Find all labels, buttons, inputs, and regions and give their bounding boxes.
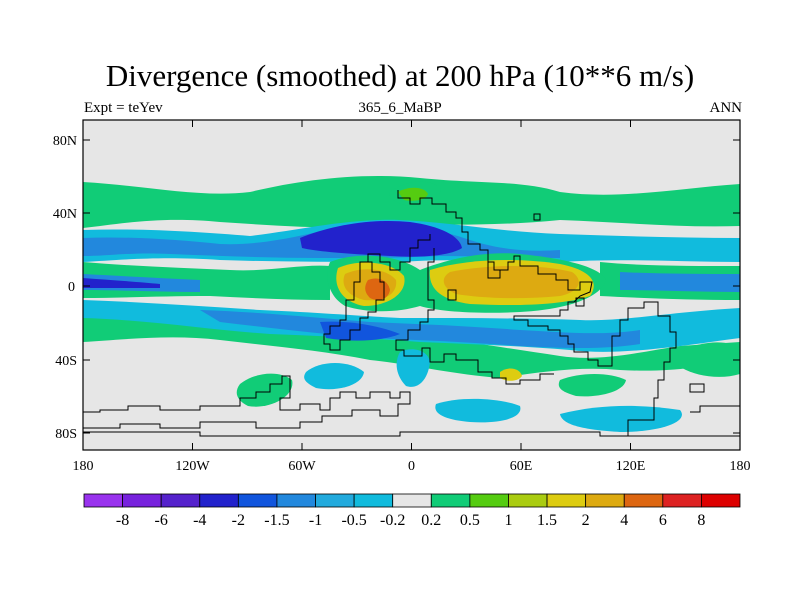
- colorbar-swatch-7: [353, 493, 394, 508]
- colorbar-label-0: -8: [116, 512, 129, 529]
- colorbar-label-6: -0.5: [341, 512, 366, 529]
- colorbar: -8 -6 -4 -2 -1.5 -1 -0.5 -0.2 0.2 0.5 1 1.5 2 4 6 8: [83, 493, 741, 529]
- contour-lime-nafrica-patch: [398, 187, 428, 201]
- contour-green-south-midpatch: [558, 374, 626, 397]
- coastline-antarctica-east: [690, 405, 740, 413]
- colorbar-swatch-11: [508, 493, 548, 508]
- coastline-south-america: [323, 261, 385, 351]
- colorbar-swatch-4: [237, 493, 278, 508]
- colorbar-label-12: 2: [582, 512, 590, 529]
- colorbar-label-7: -0.2: [380, 512, 405, 529]
- coastline-island-madagascar: [575, 297, 585, 307]
- contour-cyan-antarctic-east: [560, 405, 682, 432]
- lat-label-40n: 40N: [53, 207, 77, 222]
- colorbar-label-8: 0.2: [421, 512, 441, 529]
- lon-label-180-west: 180: [73, 459, 94, 474]
- contour-navy-equatorial-west: [83, 278, 160, 288]
- axis-ticks: [82, 120, 741, 450]
- coastline-island-north: [533, 213, 541, 221]
- lon-label-60e: 60E: [510, 459, 533, 474]
- lon-label-60w: 60W: [288, 459, 316, 474]
- coastline-island-newzealand: [689, 383, 705, 393]
- colorbar-swatch-1: [122, 493, 162, 508]
- coastline-north-america: [359, 234, 431, 271]
- coastline-antarctica-south: [83, 431, 740, 437]
- lon-label-120e: 120E: [616, 459, 646, 474]
- coastline-india-peninsula: [487, 262, 508, 279]
- colorbar-swatch-14: [623, 493, 664, 508]
- colorbar-label-9: 0.5: [460, 512, 480, 529]
- coastline-island-arabia: [447, 289, 457, 301]
- colorbar-label-3: -2: [232, 512, 245, 529]
- contour-cyan-southern-ocean: [435, 398, 521, 423]
- coastline-antarctica-west: [83, 375, 411, 429]
- colorbar-swatch-9: [430, 493, 471, 508]
- colorbar-swatch-16: [701, 493, 741, 508]
- colorbar-swatch-2: [160, 493, 201, 508]
- colorbar-label-14: 6: [659, 512, 667, 529]
- contour-cyan-sat-south: [396, 349, 430, 387]
- contour-blue-equatorial-east: [620, 272, 740, 292]
- case-label: 365_6_MaBP: [358, 100, 442, 116]
- plot-title: Divergence (smoothed) at 200 hPa (10**6 …: [105, 58, 695, 93]
- coastline-africa-west: [395, 248, 554, 385]
- lat-label-40s: 40S: [55, 354, 77, 369]
- colorbar-label-10: 1: [504, 512, 512, 529]
- colorbar-swatch-13: [585, 493, 625, 508]
- lon-label-180-east: 180: [730, 459, 751, 474]
- experiment-label: Expt = teYev: [84, 100, 163, 116]
- colorbar-swatch-0: [83, 493, 123, 508]
- contour-green-se-patch: [682, 342, 740, 377]
- coastlines: [83, 190, 740, 437]
- lon-label-120w: 120W: [175, 459, 210, 474]
- map-plot-area: [83, 120, 740, 450]
- lon-label-0: 0: [408, 459, 415, 474]
- lat-label-80n: 80N: [53, 134, 77, 149]
- colorbar-label-1: -6: [155, 512, 168, 529]
- contour-cyan-sa-south: [304, 363, 364, 390]
- coastline-eurasia-africa: [397, 190, 677, 436]
- lat-label-0: 0: [68, 280, 75, 295]
- lat-label-80s: 80S: [55, 427, 77, 442]
- colorbar-swatch-6: [315, 493, 355, 508]
- colorbar-swatch-5: [276, 493, 316, 508]
- season-label: ANN: [709, 100, 743, 116]
- colorbar-label-5: -1: [309, 512, 322, 529]
- contour-orange-indian-warm: [443, 266, 579, 299]
- contour-navy-north-core: [300, 220, 462, 257]
- colorbar-label-2: -4: [193, 512, 206, 529]
- colorbar-swatch-3: [199, 493, 239, 508]
- colorbar-swatch-12: [546, 493, 587, 508]
- colorbar-swatch-8: [392, 493, 432, 508]
- colorbar-swatch-15: [662, 493, 702, 508]
- colorbar-label-15: 8: [697, 512, 705, 529]
- colorbar-label-13: 4: [620, 512, 628, 529]
- colorbar-swatch-10: [469, 493, 509, 508]
- colorbar-label-4: -1.5: [264, 512, 289, 529]
- colorbar-label-11: 1.5: [537, 512, 557, 529]
